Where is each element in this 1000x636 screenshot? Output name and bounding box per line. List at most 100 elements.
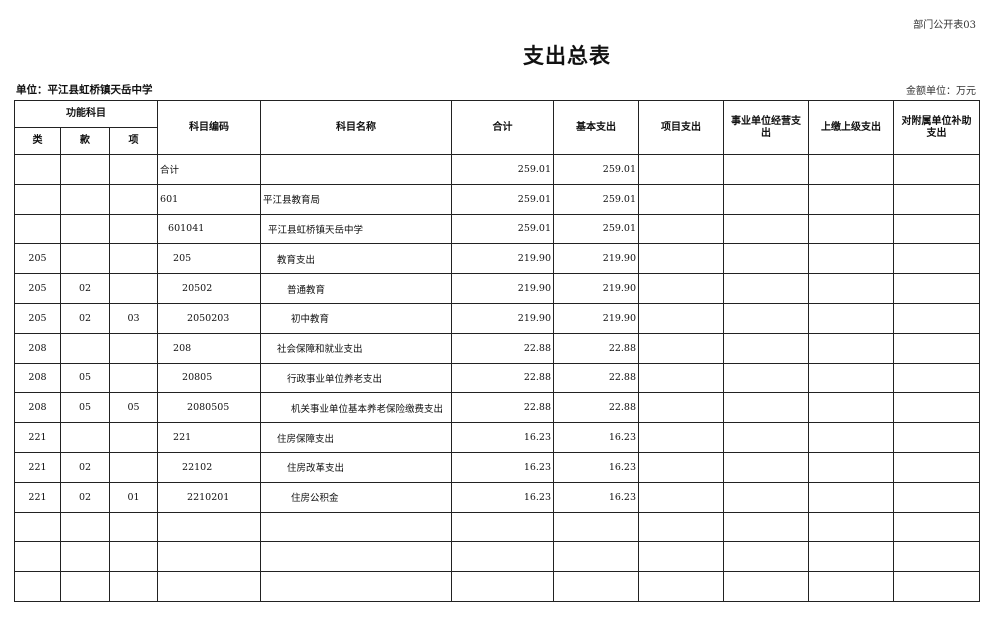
cell-subsidy (893, 273, 981, 304)
cell-subsidy (893, 302, 981, 334)
cell-basic (553, 511, 640, 543)
cell-total: 22.88 (451, 392, 555, 424)
cell-xiang (108, 183, 159, 215)
cell-subsidy (893, 422, 981, 453)
header-business: 事业单位经营支出 (723, 100, 810, 155)
cell-project (638, 541, 725, 573)
cell-total (451, 571, 555, 602)
cell-lei (14, 541, 61, 573)
cell-basic: 16.23 (553, 422, 640, 453)
cell-name (260, 571, 453, 602)
cell-business (723, 183, 810, 215)
cell-total: 259.01 (451, 213, 555, 245)
cell-upper (808, 362, 895, 394)
cell-basic: 259.01 (553, 183, 640, 215)
cell-upper (808, 243, 895, 275)
cell-subsidy (893, 213, 981, 245)
table-row: 208 05 05 2080505 机关事业单位基本养老保险缴费支出 22.88 22.88 (14, 392, 981, 424)
cell-lei: 221 (14, 422, 61, 453)
cell-xiang (108, 154, 159, 185)
cell-kuan (60, 511, 110, 543)
cell-kuan (60, 154, 110, 185)
cell-xiang (108, 243, 159, 275)
cell-subsidy (893, 183, 981, 215)
cell-business (723, 273, 810, 304)
cell-basic (553, 571, 640, 602)
table-row: 208 208 社会保障和就业支出 22.88 22.88 (14, 332, 981, 364)
cell-xiang (108, 273, 159, 304)
cell-total (451, 511, 555, 543)
cell-subsidy (893, 511, 981, 543)
header-basic: 基本支出 (553, 100, 640, 155)
cell-basic: 259.01 (553, 213, 640, 245)
cell-basic: 219.90 (553, 302, 640, 334)
table-row: 205 205 教育支出 219.90 219.90 (14, 243, 981, 275)
cell-subsidy (893, 154, 981, 185)
table-row (14, 571, 981, 602)
cell-code: 601041 (157, 213, 262, 245)
cell-lei: 221 (14, 481, 61, 513)
cell-kuan: 02 (60, 273, 110, 304)
cell-basic: 22.88 (553, 332, 640, 364)
cell-lei: 205 (14, 302, 61, 334)
cell-name (260, 154, 453, 185)
cell-name: 普通教育 (260, 273, 453, 304)
cell-name: 住房改革支出 (260, 451, 453, 483)
table-row: 205 02 03 2050203 初中教育 219.90 219.90 (14, 302, 981, 334)
cell-upper (808, 422, 895, 453)
cell-name: 住房公积金 (260, 481, 453, 513)
cell-name: 机关事业单位基本养老保险缴费支出 (260, 392, 453, 424)
cell-subsidy (893, 243, 981, 275)
cell-upper (808, 451, 895, 483)
cell-kuan (60, 183, 110, 215)
cell-kuan (60, 571, 110, 602)
cell-kuan: 05 (60, 362, 110, 394)
cell-code: 221 (157, 422, 262, 453)
cell-subsidy (893, 362, 981, 394)
table-row: 合计 259.01 259.01 (14, 154, 981, 185)
header-name: 科目名称 (260, 100, 453, 155)
cell-project (638, 451, 725, 483)
cell-basic: 259.01 (553, 154, 640, 185)
cell-kuan (60, 422, 110, 453)
cell-total: 16.23 (451, 481, 555, 513)
cell-lei: 205 (14, 243, 61, 275)
cell-upper (808, 571, 895, 602)
header-kuan: 款 (60, 127, 110, 155)
cell-xiang (108, 511, 159, 543)
cell-business (723, 511, 810, 543)
cell-lei: 208 (14, 392, 61, 424)
cell-basic: 16.23 (553, 451, 640, 483)
cell-project (638, 571, 725, 602)
cell-total: 16.23 (451, 422, 555, 453)
cell-lei (14, 571, 61, 602)
amount-unit: 金额单位：万元 (906, 86, 976, 97)
cell-xiang: 01 (108, 481, 159, 513)
table-row: 601041 平江县虹桥镇天岳中学 259.01 259.01 (14, 213, 981, 245)
cell-project (638, 243, 725, 275)
cell-business (723, 481, 810, 513)
cell-business (723, 392, 810, 424)
cell-subsidy (893, 451, 981, 483)
cell-upper (808, 541, 895, 573)
cell-name: 教育支出 (260, 243, 453, 275)
cell-xiang (108, 362, 159, 394)
cell-name: 平江县教育局 (260, 183, 453, 215)
cell-total: 259.01 (451, 183, 555, 215)
cell-kuan (60, 541, 110, 573)
cell-project (638, 302, 725, 334)
cell-lei (14, 183, 61, 215)
cell-project (638, 362, 725, 394)
cell-subsidy (893, 571, 981, 602)
cell-subsidy (893, 332, 981, 364)
cell-business (723, 571, 810, 602)
cell-kuan (60, 332, 110, 364)
cell-total: 16.23 (451, 451, 555, 483)
cell-basic: 22.88 (553, 362, 640, 394)
cell-lei: 208 (14, 332, 61, 364)
cell-code: 2210201 (157, 481, 262, 513)
cell-code: 20502 (157, 273, 262, 304)
table-row (14, 511, 981, 543)
cell-code: 22102 (157, 451, 262, 483)
cell-basic (553, 541, 640, 573)
